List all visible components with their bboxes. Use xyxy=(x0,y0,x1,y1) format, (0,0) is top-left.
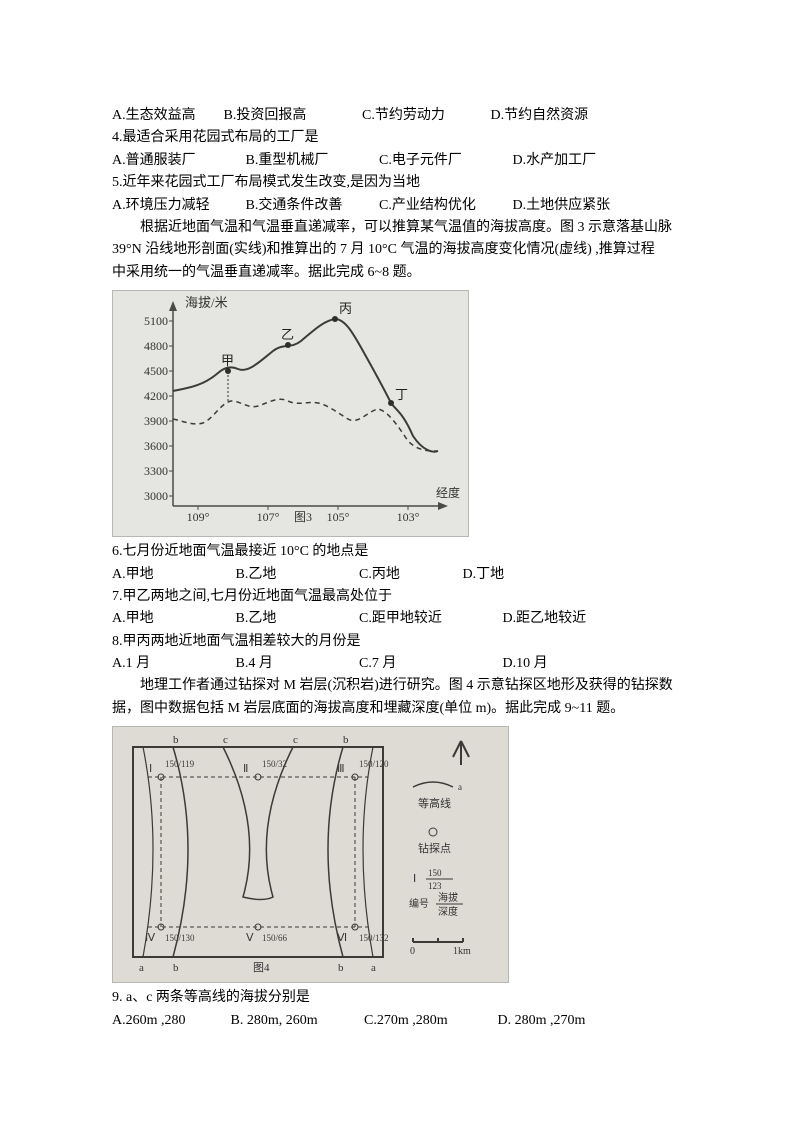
svg-text:编号: 编号 xyxy=(409,897,429,910)
svg-text:经度: 经度 xyxy=(436,485,460,500)
svg-text:Ⅰ: Ⅰ xyxy=(413,873,416,885)
svg-text:Ⅰ: Ⅰ xyxy=(149,763,152,775)
svg-text:c: c xyxy=(293,734,298,746)
passage1-l1: 根据近地面气温和气温垂直递减率，可以推算某气温值的海拔高度。图 3 示意落基山脉 xyxy=(112,217,689,239)
q3-a: A.生态效益高 xyxy=(112,105,220,127)
q3-options: A.生态效益高 B.投资回报高 C.节约劳动力 D.节约自然资源 xyxy=(112,105,689,127)
q5-options: A.环境压力减轻 B.交通条件改善 C.产业结构优化 D.土地供应紧张 xyxy=(112,195,689,217)
q4-c: C.电子元件厂 xyxy=(379,150,509,172)
figure-3: 5100 4800 4500 4200 3900 3600 3300 3000 … xyxy=(112,290,469,537)
svg-text:b: b xyxy=(338,962,344,974)
q9-b: B. 280m, 260m xyxy=(231,1010,361,1032)
svg-text:150: 150 xyxy=(428,868,442,878)
q5-d: D.土地供应紧张 xyxy=(513,195,611,217)
q4-stem: 4.最适合采用花园式布局的工厂是 xyxy=(112,127,689,149)
svg-text:4200: 4200 xyxy=(144,389,168,403)
q4-a: A.普通服装厂 xyxy=(112,150,242,172)
svg-text:109°: 109° xyxy=(187,510,210,524)
svg-text:150/132: 150/132 xyxy=(359,933,389,943)
svg-text:图4: 图4 xyxy=(253,961,270,974)
q3-b: B.投资回报高 xyxy=(224,105,359,127)
q4-options: A.普通服装厂 B.重型机械厂 C.电子元件厂 D.水产加工厂 xyxy=(112,150,689,172)
passage2-l2: 据，图中数据包括 M 岩层底面的海拔高度和埋藏深度(单位 m)。据此完成 9~1… xyxy=(112,698,689,720)
q4-d: D.水产加工厂 xyxy=(513,150,597,172)
q9-a: A.260m ,280 xyxy=(112,1010,227,1032)
svg-text:Ⅳ: Ⅳ xyxy=(145,932,156,944)
svg-text:b: b xyxy=(343,734,349,746)
q8-c: C.7 月 xyxy=(359,653,499,675)
svg-text:105°: 105° xyxy=(327,510,350,524)
q8-options: A.1 月 B.4 月 C.7 月 D.10 月 xyxy=(112,653,689,675)
q5-stem: 5.近年来花园式工厂布局模式发生改变,是因为当地 xyxy=(112,172,689,194)
q6-c: C.丙地 xyxy=(359,564,459,586)
q6-stem: 6.七月份近地面气温最接近 10°C 的地点是 xyxy=(112,541,689,563)
svg-text:Ⅵ: Ⅵ xyxy=(337,932,347,944)
q5-c: C.产业结构优化 xyxy=(379,195,509,217)
q8-d: D.10 月 xyxy=(503,653,548,675)
svg-text:107°: 107° xyxy=(257,510,280,524)
svg-text:丁: 丁 xyxy=(395,387,408,402)
q6-b: B.乙地 xyxy=(236,564,356,586)
q9-d: D. 280m ,270m xyxy=(498,1010,586,1032)
svg-text:钻探点: 钻探点 xyxy=(418,841,451,855)
svg-text:Ⅴ: Ⅴ xyxy=(246,932,254,944)
q9-options: A.260m ,280 B. 280m, 260m C.270m ,280m D… xyxy=(112,1010,689,1032)
svg-text:3000: 3000 xyxy=(144,489,168,503)
svg-text:c: c xyxy=(223,734,228,746)
q3-c: C.节约劳动力 xyxy=(362,105,487,127)
passage1-l3: 中采用统一的气温垂直递减率。据此完成 6~8 题。 xyxy=(112,262,689,284)
q8-a: A.1 月 xyxy=(112,653,232,675)
svg-text:b: b xyxy=(173,962,179,974)
svg-text:5100: 5100 xyxy=(144,314,168,328)
svg-text:150/130: 150/130 xyxy=(165,933,195,943)
svg-text:4500: 4500 xyxy=(144,364,168,378)
q8-stem: 8.甲丙两地近地面气温相差较大的月份是 xyxy=(112,631,689,653)
svg-text:海拔/米: 海拔/米 xyxy=(185,295,228,310)
svg-text:1km: 1km xyxy=(453,946,471,957)
svg-text:Ⅲ: Ⅲ xyxy=(337,763,345,775)
q6-options: A.甲地 B.乙地 C.丙地 D.丁地 xyxy=(112,564,689,586)
q7-c: C.距甲地较近 xyxy=(359,608,499,630)
q4-b: B.重型机械厂 xyxy=(246,150,376,172)
svg-text:3900: 3900 xyxy=(144,414,168,428)
svg-text:等高线: 等高线 xyxy=(418,796,451,810)
passage2-l1: 地理工作者通过钻探对 M 岩层(沉积岩)进行研究。图 4 示意钻探区地形及获得的… xyxy=(112,675,689,697)
svg-text:乙: 乙 xyxy=(281,327,294,342)
q3-d: D.节约自然资源 xyxy=(491,105,589,127)
q7-a: A.甲地 xyxy=(112,608,232,630)
svg-text:103°: 103° xyxy=(397,510,420,524)
figure-4: Ⅰ 150/119 Ⅱ 150/32 Ⅲ 150/120 Ⅳ 150/130 Ⅴ… xyxy=(112,726,509,983)
svg-text:3300: 3300 xyxy=(144,464,168,478)
svg-text:150/66: 150/66 xyxy=(262,933,288,943)
q5-a: A.环境压力减轻 xyxy=(112,195,242,217)
svg-text:a: a xyxy=(371,962,376,974)
svg-text:图3: 图3 xyxy=(294,510,312,524)
svg-text:Ⅱ: Ⅱ xyxy=(243,763,248,775)
svg-text:海拔: 海拔 xyxy=(438,891,458,904)
svg-text:丙: 丙 xyxy=(339,301,352,316)
svg-text:123: 123 xyxy=(428,881,442,891)
svg-text:b: b xyxy=(173,734,179,746)
svg-text:150/119: 150/119 xyxy=(165,759,195,769)
svg-text:3600: 3600 xyxy=(144,439,168,453)
svg-text:4800: 4800 xyxy=(144,339,168,353)
q6-a: A.甲地 xyxy=(112,564,232,586)
passage1-l2: 39°N 沿线地形剖面(实线)和推算出的 7 月 10°C 气温的海拔高度变化情… xyxy=(112,239,689,261)
svg-text:0: 0 xyxy=(410,946,415,957)
q7-b: B.乙地 xyxy=(236,608,356,630)
svg-text:150/120: 150/120 xyxy=(359,759,389,769)
svg-text:150/32: 150/32 xyxy=(262,759,287,769)
svg-text:深度: 深度 xyxy=(438,905,458,918)
svg-text:a: a xyxy=(139,962,144,974)
q9-c: C.270m ,280m xyxy=(364,1010,494,1032)
q5-b: B.交通条件改善 xyxy=(246,195,376,217)
q7-stem: 7.甲乙两地之间,七月份近地面气温最高处位于 xyxy=(112,586,689,608)
q9-stem: 9. a、c 两条等高线的海拔分别是 xyxy=(112,987,689,1009)
svg-text:a: a xyxy=(458,782,462,792)
q8-b: B.4 月 xyxy=(236,653,356,675)
q7-d: D.距乙地较近 xyxy=(503,608,587,630)
q7-options: A.甲地 B.乙地 C.距甲地较近 D.距乙地较近 xyxy=(112,608,689,630)
svg-text:甲: 甲 xyxy=(221,353,234,368)
q6-d: D.丁地 xyxy=(463,564,505,586)
